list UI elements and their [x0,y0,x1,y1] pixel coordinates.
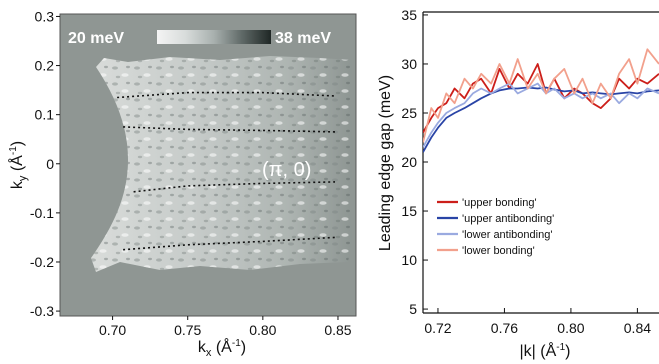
legend-label-lower-antibonding: 'lower antibonding' [462,229,552,241]
left-y-tick-label: 0.1 [35,107,55,123]
legend-label-upper-antibonding: 'upper antibonding' [462,213,554,225]
dotted-contour-line-1 [117,91,336,99]
right-y-axis-label: Leading edge gap (meV) [377,75,394,251]
left-y-tick-label: -0.2 [30,254,54,270]
right-y-tick-label: 5 [409,301,417,317]
legend-label-upper-bonding: 'upper bonding' [462,197,537,209]
left-y-tick-label: 0.3 [35,8,55,24]
right-y-tick-label: 25 [401,105,417,121]
measured-region-texture [91,56,353,272]
left-y-tick-label: -0.3 [30,303,54,319]
right-y-tick-label: 20 [401,154,417,170]
left-x-tick-label: 0.80 [249,322,276,338]
left-y-tick-label: 0 [46,156,54,172]
legend-label-lower-bonding: 'lower bonding' [462,245,535,257]
gap-line-chart-panel: 0.72 0.76 0.80 0.84 5 10 15 20 25 30 35 'upper bon… [377,7,659,360]
kspace-map-panel: 20 meV 38 meV (π, 0) 0.70 0.75 0.80 0.85 0.3… [7,8,357,359]
colorbar [157,30,271,44]
right-x-tick-label: 0.80 [557,320,584,336]
colorbar-max-label: 38 meV [275,30,331,47]
right-y-tick-label: 10 [401,252,417,268]
right-x-tick-label: 0.84 [624,320,651,336]
series-line-lower-antibonding [423,82,659,148]
left-x-tick-label: 0.70 [99,322,126,338]
right-y-tick-label: 30 [401,56,417,72]
left-x-axis-label: kx (Å-1) [198,337,246,359]
series-line-upper-bonding [423,63,659,134]
pi-zero-annotation: (π, 0) [262,159,311,181]
left-y-tick-label: -0.1 [30,205,54,221]
series-line-upper-antibonding [423,86,659,153]
series-line-lower-bonding [423,48,659,143]
left-x-tick-label: 0.85 [324,322,351,338]
left-y-tick-label: 0.2 [35,58,55,74]
right-y-tick-label: 35 [401,7,417,23]
right-x-tick-label: 0.76 [491,320,518,336]
left-x-tick-label: 0.75 [174,322,201,338]
right-x-tick-label: 0.72 [424,320,451,336]
left-y-axis-label: ky (Å-1) [7,141,29,189]
dotted-contour-line-2 [123,126,336,133]
right-y-tick-label: 15 [401,203,417,219]
colorbar-min-label: 20 meV [68,30,124,47]
dotted-contour-line-4 [123,236,336,251]
legend: 'upper bonding' 'upper antibonding' 'lower… [437,197,554,257]
right-x-axis-label: |k| (Å-1) [520,341,571,360]
dotted-contour-line-3 [133,181,336,193]
